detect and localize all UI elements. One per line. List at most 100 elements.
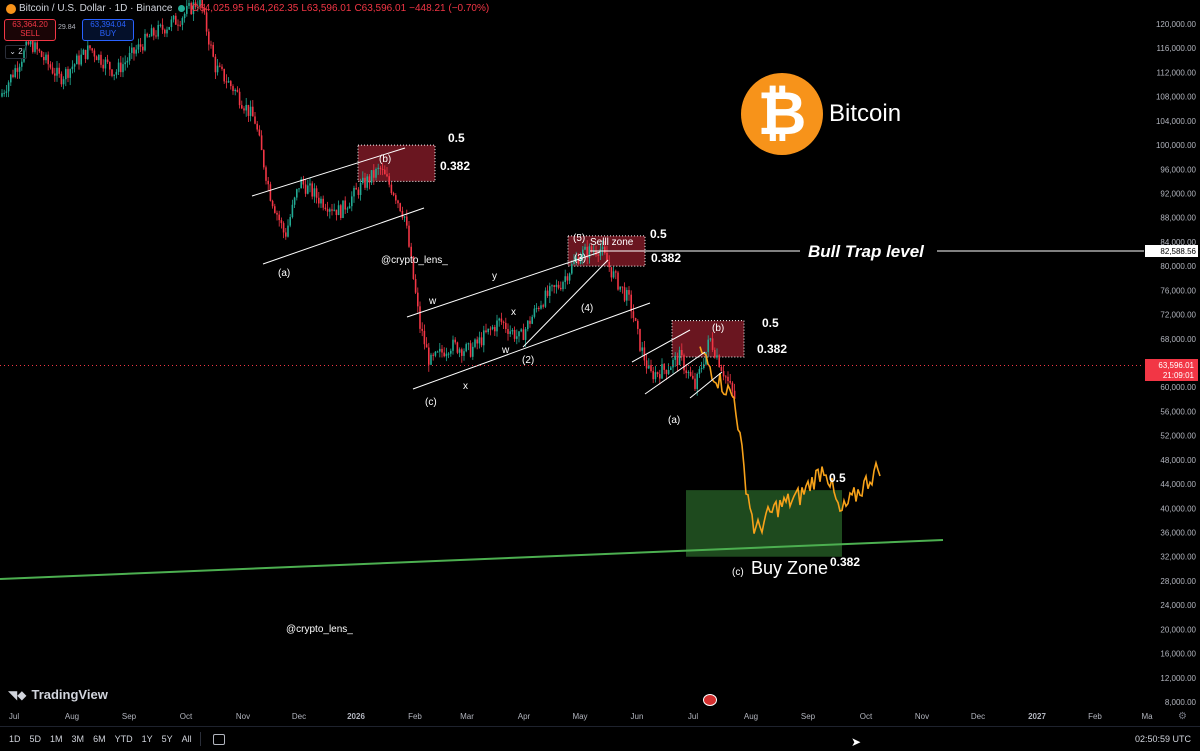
candle-body bbox=[676, 356, 679, 366]
candle-body bbox=[557, 284, 560, 288]
bottom-toolbar: 1D 5D 1M 3M 6M YTD 1Y 5Y All 02:50:59 UTC bbox=[0, 726, 1200, 751]
candle-body bbox=[265, 167, 267, 181]
fib-label: 0.382 bbox=[830, 555, 860, 569]
candle-body bbox=[252, 106, 254, 117]
wave-label: (c) bbox=[425, 397, 437, 408]
candle-body bbox=[392, 193, 395, 196]
candle-body bbox=[234, 89, 236, 92]
timeframe-6m[interactable]: 6M bbox=[93, 734, 106, 744]
candle-body bbox=[315, 188, 318, 198]
time-tick-label: Jul bbox=[9, 712, 19, 721]
timeframe-1m[interactable]: 1M bbox=[50, 734, 63, 744]
candle-body bbox=[540, 305, 542, 309]
timeframe-3m[interactable]: 3M bbox=[71, 734, 85, 744]
candle-body bbox=[373, 170, 375, 178]
candle-body bbox=[489, 328, 492, 330]
candle-body bbox=[205, 12, 208, 32]
candle-body bbox=[362, 177, 364, 183]
candle-body bbox=[617, 272, 619, 290]
wave-label: w bbox=[428, 296, 437, 307]
candle-body bbox=[480, 337, 483, 346]
candle-body bbox=[494, 327, 496, 332]
projection-line bbox=[699, 346, 881, 536]
candle-body bbox=[623, 287, 626, 301]
candle-body bbox=[247, 104, 250, 116]
candle-body bbox=[652, 371, 654, 380]
timeframe-5y[interactable]: 5Y bbox=[161, 734, 173, 744]
price-tick-label: 72,000.00 bbox=[1160, 311, 1196, 320]
candle-body bbox=[84, 49, 87, 59]
candle-body bbox=[34, 42, 36, 52]
candle-body bbox=[401, 210, 404, 218]
candle-body bbox=[672, 359, 674, 368]
candle-body bbox=[227, 81, 230, 83]
price-tick-label: 116,000.00 bbox=[1157, 44, 1197, 53]
candle-body bbox=[49, 64, 52, 68]
candle-body bbox=[597, 254, 599, 256]
timeframe-5d[interactable]: 5D bbox=[29, 734, 42, 744]
wave-label: (5) bbox=[573, 233, 585, 244]
channel-line-lower bbox=[644, 351, 706, 395]
candle-body bbox=[692, 375, 694, 379]
candle-body bbox=[447, 353, 450, 355]
candle-body bbox=[351, 196, 353, 207]
candle-body bbox=[575, 257, 577, 261]
candle-body bbox=[408, 225, 410, 247]
fib-label: 0.5 bbox=[762, 316, 779, 330]
candle-body bbox=[106, 59, 109, 62]
timeframe-1d[interactable]: 1D bbox=[9, 734, 21, 744]
price-tick-label: 52,000.00 bbox=[1160, 432, 1196, 441]
candle-body bbox=[258, 129, 261, 136]
tradingview-logo[interactable]: ◥◆ TradingView bbox=[8, 687, 108, 702]
candle-body bbox=[38, 49, 41, 52]
candle-body bbox=[434, 351, 437, 356]
symbol-header[interactable]: Bitcoin / U.S. Dollar · 1D · Binance O64… bbox=[6, 3, 489, 14]
candle-body bbox=[628, 290, 630, 295]
candle-body bbox=[256, 123, 258, 130]
indicators-collapse-button[interactable]: ⌄ 2 bbox=[5, 45, 27, 59]
candle-body bbox=[443, 352, 445, 357]
sell-button[interactable]: 63,364.20 SELL bbox=[4, 19, 56, 41]
candle-body bbox=[454, 339, 456, 343]
price-chart[interactable]: 0.5 0.382 0.5 0.382 0.5 0.382 0.5 0.382 Selll zo… bbox=[0, 0, 1200, 726]
candle-body bbox=[538, 307, 540, 309]
current-price-tag bbox=[1145, 359, 1198, 381]
bar-countdown: 21:09:01 bbox=[1163, 371, 1195, 380]
candle-body bbox=[571, 264, 573, 274]
time-tick-label: Dec bbox=[292, 712, 306, 721]
timeframe-all[interactable]: All bbox=[181, 734, 192, 744]
calendar-goto-icon[interactable] bbox=[212, 733, 225, 745]
utc-clock[interactable]: 02:50:59 UTC bbox=[1134, 734, 1191, 744]
candle-body bbox=[630, 294, 632, 312]
candle-body bbox=[21, 61, 23, 67]
price-tick-label: 12,000.00 bbox=[1160, 674, 1196, 683]
bitcoin-symbol-icon bbox=[6, 3, 16, 14]
buy-button[interactable]: 63,394.04 BUY bbox=[82, 19, 134, 41]
candle-body bbox=[67, 69, 69, 78]
candle-body bbox=[707, 339, 709, 352]
symbol-title[interactable]: Bitcoin / U.S. Dollar · 1D · Binance bbox=[19, 3, 173, 14]
candle-body bbox=[208, 31, 210, 45]
candle-body bbox=[194, 2, 197, 8]
candle-body bbox=[364, 177, 366, 188]
candle-body bbox=[197, 6, 199, 8]
candle-body bbox=[397, 200, 399, 204]
candle-body bbox=[696, 373, 698, 389]
candle-body bbox=[192, 2, 195, 15]
candle-body bbox=[377, 167, 379, 169]
candle-body bbox=[271, 200, 274, 207]
timeframe-buttons: 1D 5D 1M 3M 6M YTD 1Y 5Y All bbox=[0, 734, 192, 744]
candle-body bbox=[463, 351, 465, 356]
timeframe-1y[interactable]: 1Y bbox=[141, 734, 153, 744]
candle-body bbox=[243, 108, 245, 111]
price-tick-label: 88,000.00 bbox=[1160, 214, 1196, 223]
price-tick-label: 80,000.00 bbox=[1160, 262, 1196, 271]
candle-body bbox=[170, 19, 173, 28]
settings-gear-icon[interactable]: ⚙ bbox=[1178, 711, 1187, 722]
timeframe-ytd[interactable]: YTD bbox=[114, 734, 133, 744]
candle-body bbox=[544, 290, 547, 307]
candle-body bbox=[353, 187, 355, 197]
candle-body bbox=[133, 47, 135, 54]
candle-body bbox=[700, 367, 703, 370]
candle-body bbox=[40, 51, 43, 57]
